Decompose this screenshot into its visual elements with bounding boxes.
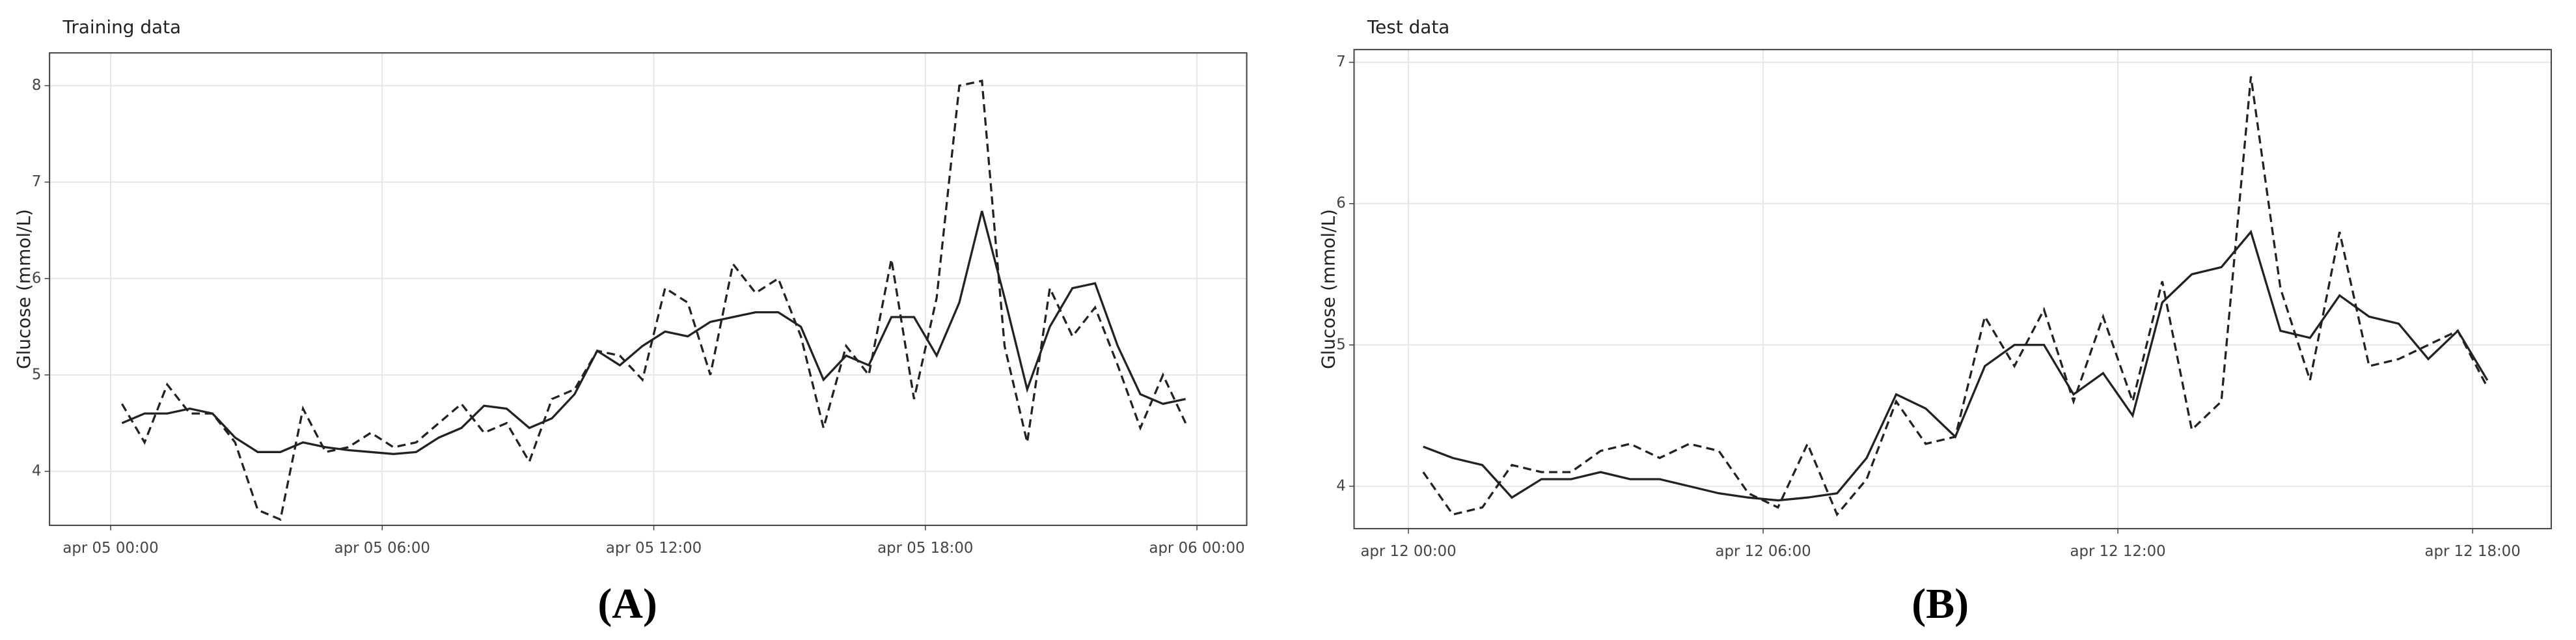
y-tick-label: 6 [32,270,42,286]
series-line [1422,76,2489,517]
chart-title: Training data [62,16,181,38]
y-tick-label: 5 [1336,336,1346,353]
plot-background [49,53,1247,525]
y-axis-label: Glucose (mmol/L) [1317,209,1339,369]
x-tick-label: apr 12 12:00 [2070,543,2165,560]
x-tick-label: apr 05 18:00 [877,540,973,557]
chart-title: Test data [1367,16,1450,38]
y-tick-label: 7 [32,173,42,190]
x-tick-label: apr 06 00:00 [1149,540,1244,557]
plot-border [49,52,1248,526]
y-tick-label: 4 [32,462,42,479]
x-tick-label: apr 05 00:00 [62,540,158,557]
plot-border [1353,49,2552,529]
x-tick-label: apr 05 06:00 [335,540,430,557]
y-tick-label: 7 [1336,53,1346,70]
y-tick-label: 4 [1336,477,1346,494]
x-tick-label: apr 12 06:00 [1715,543,1811,560]
y-tick-label: 6 [1336,195,1346,212]
x-tick-label: apr 12 18:00 [2425,543,2521,560]
series-line [120,79,1187,522]
x-tick-label: apr 05 12:00 [606,540,702,557]
panel-caption: (A) [597,580,657,628]
panel-caption: (B) [1911,580,1969,628]
y-tick-label: 5 [32,366,42,383]
y-tick-label: 8 [32,77,42,94]
series-line [121,210,1186,455]
x-tick-label: apr 12 00:00 [1360,543,1456,560]
plot-background [1354,49,2551,529]
y-axis-label: Glucose (mmol/L) [13,209,34,369]
